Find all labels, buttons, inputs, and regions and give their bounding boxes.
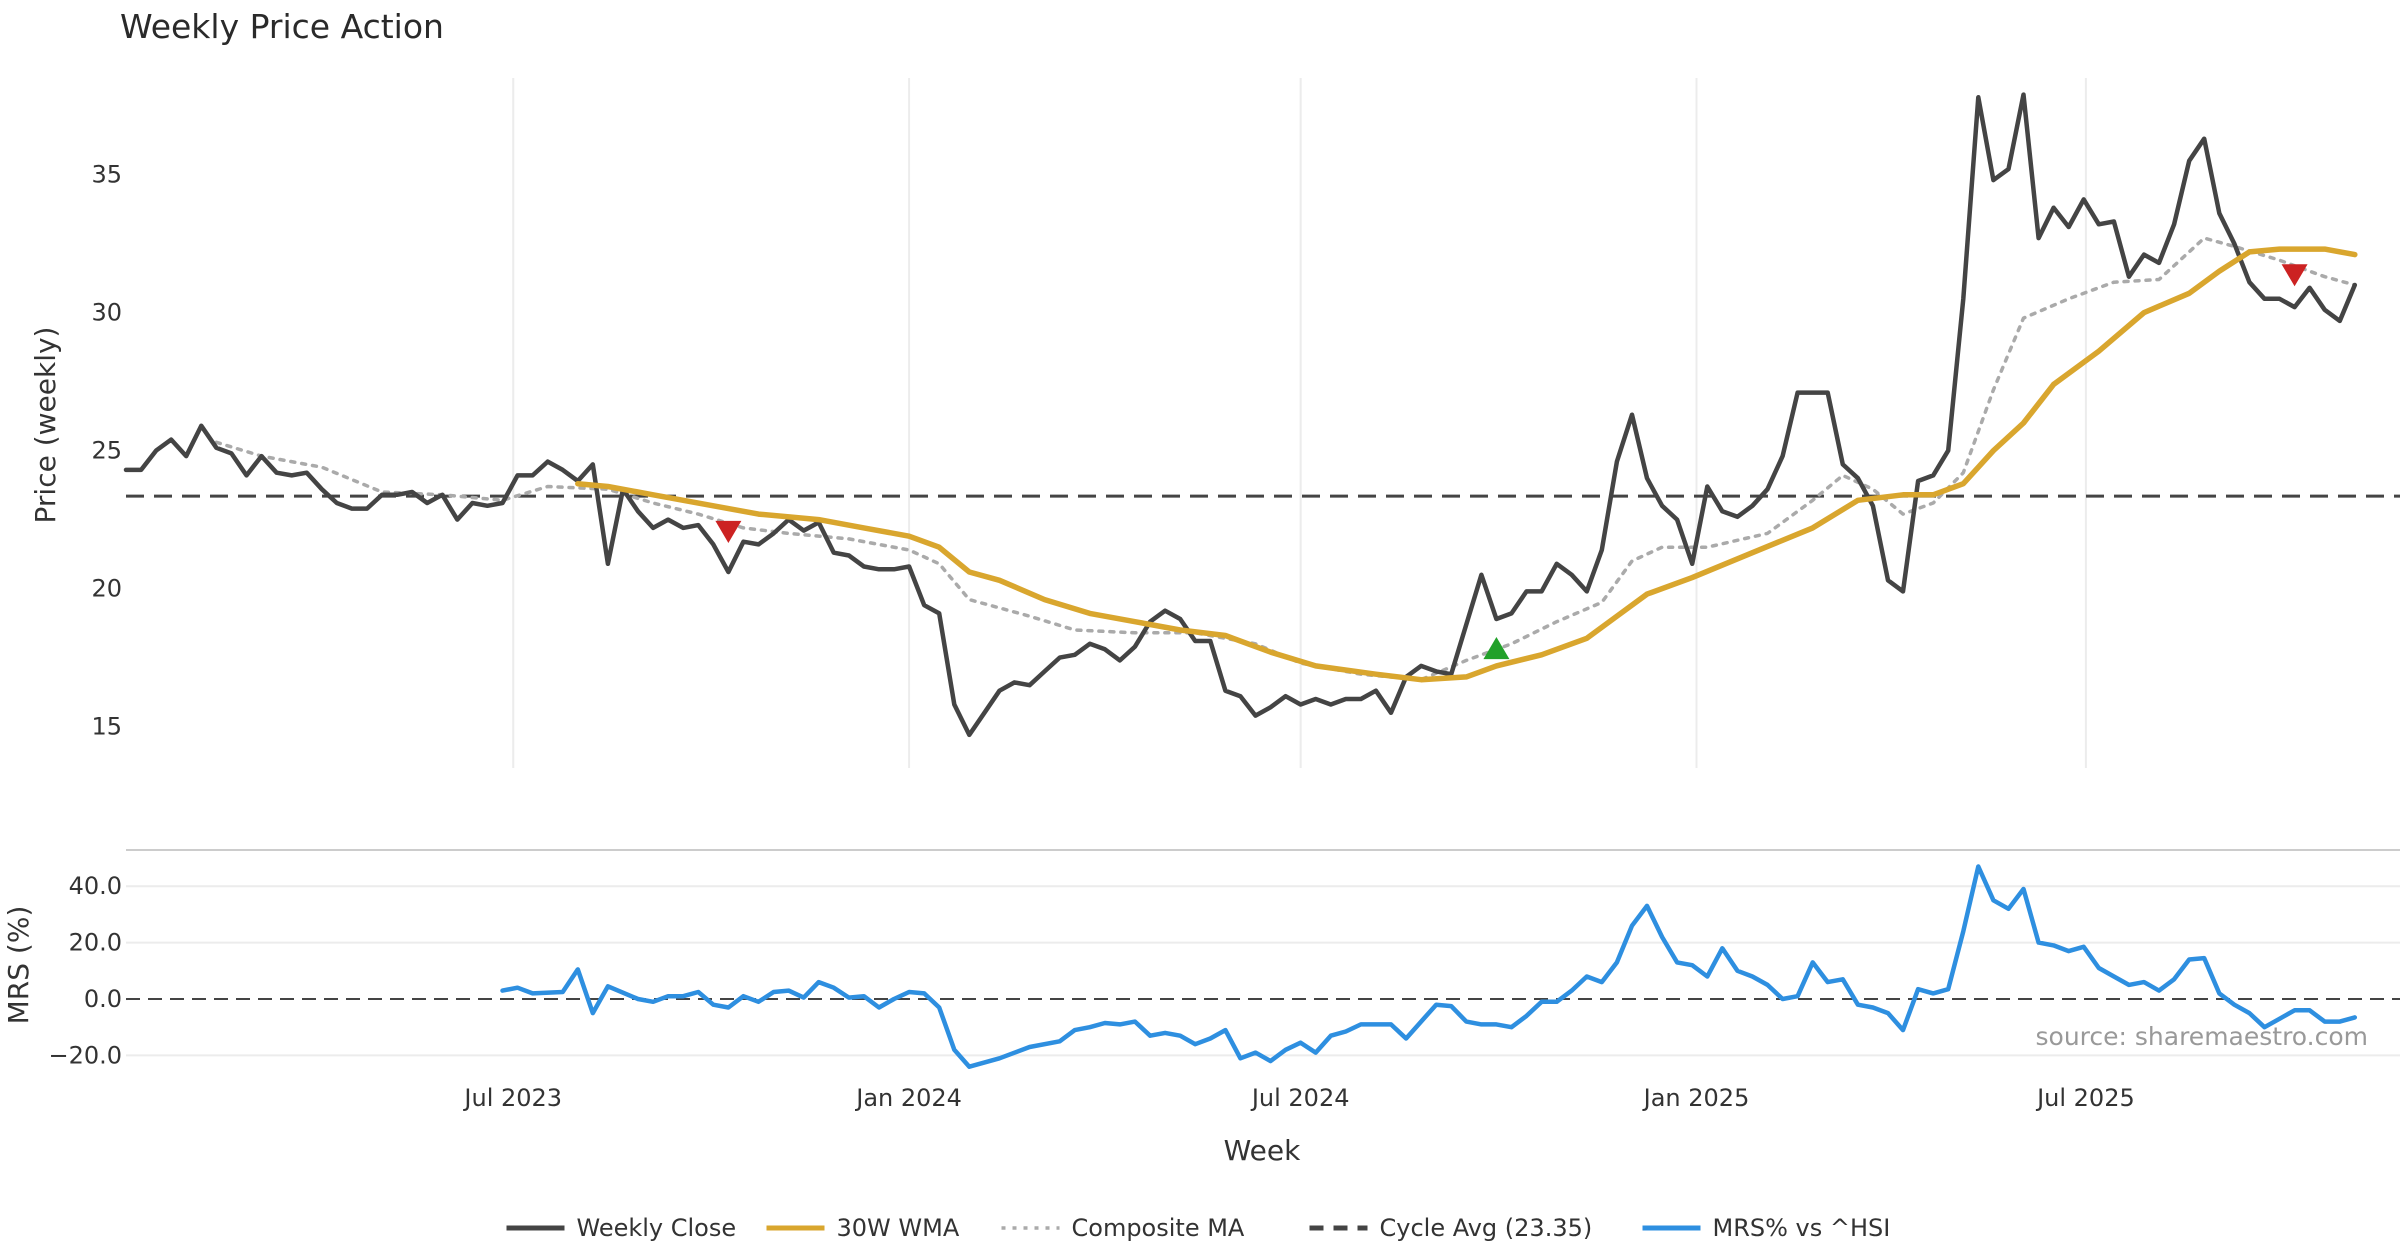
mrs-y-ticks: 40.0 20.0 0.0 −20.0 [48, 872, 122, 1069]
legend-label-3: Cycle Avg (23.35) [1380, 1214, 1593, 1242]
price-axis-label: Price (weekly) [29, 327, 62, 524]
signal-marker-buy-1 [1483, 636, 1510, 660]
series-mrs-vs-hsi [500, 864, 2358, 1069]
mrs-tick-label-0: 40.0 [69, 872, 122, 900]
signal-marker-sell-0 [715, 520, 742, 543]
chart-title: Weekly Price Action [120, 7, 444, 46]
x-tick-label-0: Jul 2023 [462, 1084, 562, 1112]
legend-label-1: 30W WMA [837, 1214, 960, 1242]
x-tick-label-3: Jan 2025 [1642, 1084, 1750, 1112]
source-note: source: sharemaestro.com [2036, 1022, 2369, 1051]
series-composite-ma [214, 236, 2357, 682]
x-axis-label: Week [1224, 1134, 1301, 1167]
mrs-tick-label-3: −20.0 [48, 1041, 122, 1069]
x-tick-label-2: Jul 2024 [1250, 1084, 1350, 1112]
mrs-axis-label: MRS (%) [2, 906, 35, 1025]
signal-markers [715, 264, 2308, 660]
x-ticks: Jul 2023 Jan 2024 Jul 2024 Jan 2025 Jul 2025 [462, 1084, 2134, 1112]
price-tick-label-4: 35 [91, 161, 122, 189]
gridlines [126, 78, 2400, 1057]
price-tick-label-3: 30 [91, 299, 122, 327]
series-weekly-close [123, 92, 2358, 738]
price-tick-label-1: 20 [91, 575, 122, 603]
mrs-series [500, 864, 2358, 1069]
legend-label-4: MRS% vs ^HSI [1713, 1214, 1891, 1242]
legend-label-2: Composite MA [1072, 1214, 1245, 1242]
mrs-tick-label-1: 20.0 [69, 929, 122, 957]
series-30w-wma [575, 246, 2358, 683]
price-tick-label-0: 15 [91, 713, 122, 741]
price-y-ticks: 15 20 25 30 35 [91, 161, 122, 741]
mrs-tick-label-2: 0.0 [84, 985, 122, 1013]
signal-marker-sell-2 [2281, 264, 2308, 287]
price-tick-label-2: 25 [91, 437, 122, 465]
legend-label-0: Weekly Close [577, 1214, 737, 1242]
x-tick-label-4: Jul 2025 [2035, 1084, 2135, 1112]
x-tick-label-1: Jan 2024 [854, 1084, 962, 1112]
legend: Weekly Close 30W WMA Composite MA Cycle Avg… [506, 1214, 1891, 1242]
price-series [123, 92, 2358, 738]
